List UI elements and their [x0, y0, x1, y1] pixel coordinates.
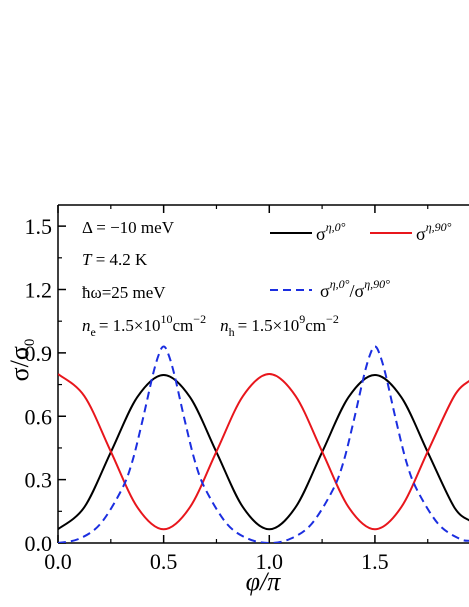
annotation-delta: Δ = −10 meV — [82, 218, 175, 237]
tick-marks — [57, 205, 429, 544]
y-tick-label: 0.3 — [25, 468, 53, 493]
y-tick-label: 0.9 — [25, 341, 53, 366]
series-group — [58, 345, 469, 543]
x-axis-title: φ/π — [246, 567, 282, 596]
annotation-photon-energy: ħω=25 meV — [82, 283, 166, 302]
y-tick-label: 0.6 — [25, 404, 53, 429]
legend-label-ratio: ση,0°/ση,90° — [320, 277, 390, 301]
x-tick-label: 0.0 — [44, 549, 72, 574]
legend-label-sigma-0deg: ση,0° — [316, 220, 346, 244]
y-tick-label: 1.5 — [25, 214, 53, 239]
annotations: Δ = −10 meV T = 4.2 K ħω=25 meV ne = 1.5×… — [82, 218, 339, 339]
annotation-temperature: T = 4.2 K — [82, 250, 148, 269]
x-tick-label: 1.0 — [256, 549, 284, 574]
series-line-ratio — [58, 345, 469, 543]
series-line-sigma-0deg — [58, 374, 469, 531]
x-tick-label: 1.5 — [361, 549, 389, 574]
y-axis-title: σ/σ0 — [5, 339, 38, 382]
annotation-densities: ne = 1.5×1010cm−2 nh = 1.5×109cm−2 — [82, 312, 339, 339]
legend: ση,0° ση,90° ση,0°/ση,90° — [270, 220, 452, 301]
y-tick-label: 1.2 — [25, 278, 53, 303]
series-line-sigma-90deg — [58, 372, 469, 531]
x-tick-label: 0.5 — [150, 549, 178, 574]
tick-labels: 0.0 0.5 1.0 1.5 0.0 0.3 0.6 0.9 1.2 1.5 — [25, 214, 389, 574]
y-tick-label: 0.0 — [25, 531, 53, 556]
legend-label-sigma-90deg: ση,90° — [416, 220, 452, 244]
